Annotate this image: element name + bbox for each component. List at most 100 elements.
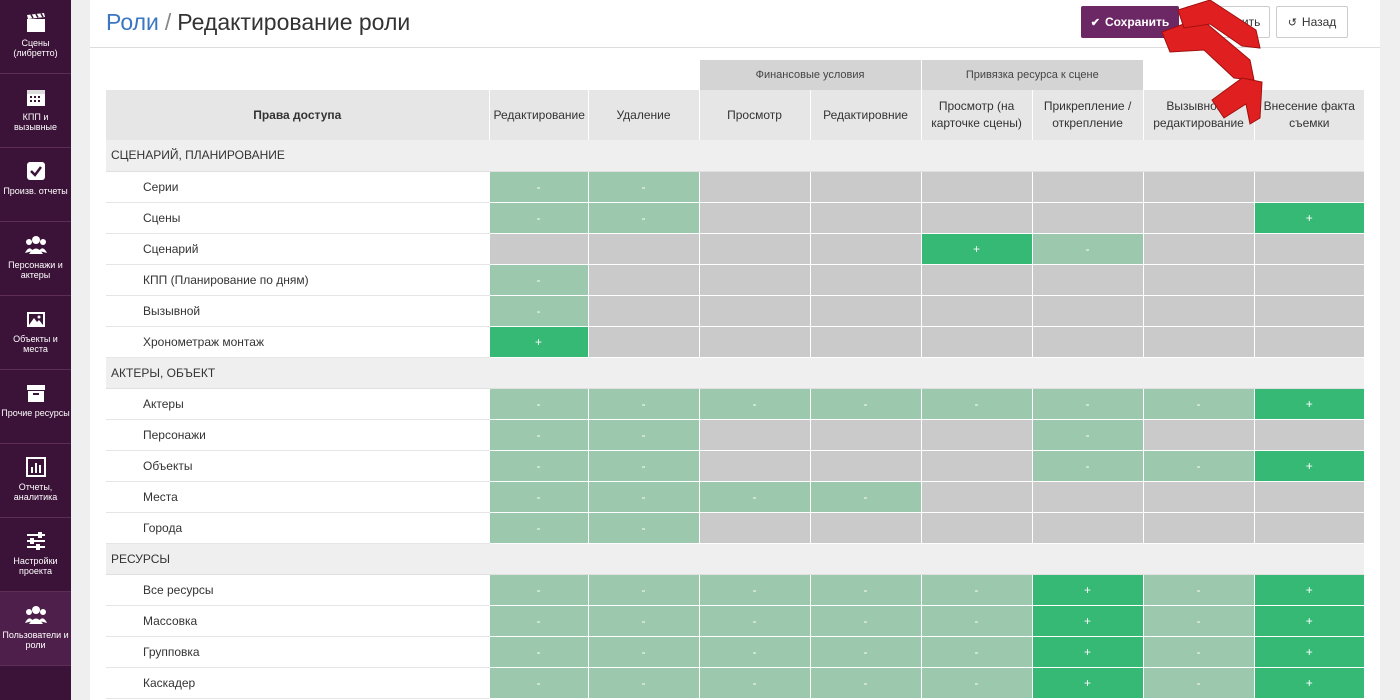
permission-cell[interactable] (1142, 512, 1255, 544)
permission-cell[interactable] (1142, 264, 1255, 296)
delete-button[interactable]: 🗑 Удалить (1186, 6, 1270, 38)
save-button[interactable]: ✔ Сохранить (1081, 6, 1179, 38)
permission-cell[interactable]: - (809, 605, 922, 637)
permission-cell[interactable] (1142, 171, 1255, 203)
sidebar-item-objects[interactable]: Объекты и места (0, 296, 71, 370)
permission-cell[interactable] (698, 202, 811, 234)
permission-cell[interactable] (1253, 171, 1365, 203)
permission-cell[interactable] (920, 419, 1033, 451)
permission-cell[interactable] (920, 295, 1033, 327)
permission-cell[interactable] (809, 450, 922, 482)
permission-cell[interactable]: - (920, 605, 1033, 637)
permission-cell[interactable] (920, 326, 1033, 358)
sidebar-item-settings[interactable]: Настройки проекта (0, 518, 71, 592)
permission-cell[interactable] (920, 450, 1033, 482)
permission-cell[interactable] (920, 481, 1033, 513)
permission-cell[interactable]: - (698, 574, 811, 606)
permission-cell[interactable] (1142, 419, 1255, 451)
permission-cell[interactable]: - (1142, 450, 1255, 482)
permission-cell[interactable] (809, 233, 922, 265)
permission-cell[interactable] (698, 419, 811, 451)
permission-cell[interactable]: - (920, 636, 1033, 668)
permission-cell[interactable] (1031, 326, 1144, 358)
permission-cell[interactable]: - (488, 419, 588, 451)
permission-cell[interactable]: - (1031, 388, 1144, 420)
permission-cell[interactable]: - (698, 636, 811, 668)
permission-cell[interactable] (1031, 202, 1144, 234)
permission-cell[interactable] (1142, 233, 1255, 265)
permission-cell[interactable] (809, 264, 922, 296)
permission-cell[interactable]: + (920, 233, 1033, 265)
permission-cell[interactable] (698, 295, 811, 327)
permission-cell[interactable]: - (698, 481, 811, 513)
permission-cell[interactable]: + (1253, 388, 1365, 420)
permission-cell[interactable]: + (1253, 450, 1365, 482)
permission-cell[interactable] (809, 171, 922, 203)
permission-cell[interactable]: + (1031, 574, 1144, 606)
permission-cell[interactable] (698, 264, 811, 296)
permission-cell[interactable]: - (698, 667, 811, 699)
permission-cell[interactable]: - (488, 605, 588, 637)
permission-cell[interactable] (1253, 264, 1365, 296)
sidebar-item-characters[interactable]: Персонажи и актеры (0, 222, 71, 296)
sidebar-item-reports[interactable]: Произв. отчеты (0, 148, 71, 222)
permission-cell[interactable]: - (809, 574, 922, 606)
permission-cell[interactable] (1253, 481, 1365, 513)
permission-cell[interactable]: - (809, 636, 922, 668)
permission-cell[interactable]: + (1253, 574, 1365, 606)
permission-cell[interactable]: - (587, 481, 700, 513)
permission-cell[interactable] (1031, 171, 1144, 203)
permission-cell[interactable] (1031, 295, 1144, 327)
permission-cell[interactable]: - (1142, 667, 1255, 699)
permission-cell[interactable] (698, 326, 811, 358)
permission-cell[interactable] (920, 171, 1033, 203)
permission-cell[interactable]: - (488, 295, 588, 327)
back-button[interactable]: ↺ Назад (1276, 6, 1348, 38)
permission-cell[interactable]: - (587, 419, 700, 451)
permission-cell[interactable]: - (1142, 605, 1255, 637)
permission-cell[interactable]: - (698, 388, 811, 420)
permission-cell[interactable]: - (488, 667, 588, 699)
permission-cell[interactable]: - (587, 450, 700, 482)
permission-cell[interactable] (920, 264, 1033, 296)
permission-cell[interactable]: + (1031, 605, 1144, 637)
permission-cell[interactable]: - (698, 605, 811, 637)
permission-cell[interactable]: - (488, 388, 588, 420)
permission-cell[interactable]: - (488, 264, 588, 296)
permission-cell[interactable]: - (587, 574, 700, 606)
permission-cell[interactable]: - (1031, 450, 1144, 482)
permission-cell[interactable] (1253, 295, 1365, 327)
permission-cell[interactable] (1142, 481, 1255, 513)
permission-cell[interactable] (587, 264, 700, 296)
permission-cell[interactable]: - (587, 171, 700, 203)
permission-cell[interactable]: - (587, 605, 700, 637)
permission-cell[interactable]: - (1031, 419, 1144, 451)
permission-cell[interactable]: + (1253, 667, 1365, 699)
permission-cell[interactable]: - (1031, 233, 1144, 265)
permission-cell[interactable]: - (1142, 636, 1255, 668)
permission-cell[interactable]: - (488, 202, 588, 234)
permission-cell[interactable]: - (488, 171, 588, 203)
permission-cell[interactable] (1253, 233, 1365, 265)
permission-cell[interactable] (920, 202, 1033, 234)
permission-cell[interactable]: + (1253, 636, 1365, 668)
permission-cell[interactable] (1031, 264, 1144, 296)
permission-cell[interactable]: + (488, 326, 588, 358)
permission-cell[interactable]: + (1031, 636, 1144, 668)
permission-cell[interactable] (809, 512, 922, 544)
permission-cell[interactable] (920, 512, 1033, 544)
permission-cell[interactable]: + (1253, 202, 1365, 234)
permission-cell[interactable]: - (920, 574, 1033, 606)
permission-cell[interactable] (698, 450, 811, 482)
permission-cell[interactable]: - (488, 636, 588, 668)
permission-cell[interactable]: - (809, 388, 922, 420)
permission-cell[interactable]: - (809, 481, 922, 513)
sidebar-item-kpp[interactable]: КПП и вызывные (0, 74, 71, 148)
permission-cell[interactable] (809, 202, 922, 234)
permission-cell[interactable]: - (488, 450, 588, 482)
permission-cell[interactable] (1142, 295, 1255, 327)
permission-cell[interactable] (1031, 512, 1144, 544)
permission-cell[interactable]: - (587, 667, 700, 699)
permission-cell[interactable]: - (809, 667, 922, 699)
permission-cell[interactable] (1253, 419, 1365, 451)
